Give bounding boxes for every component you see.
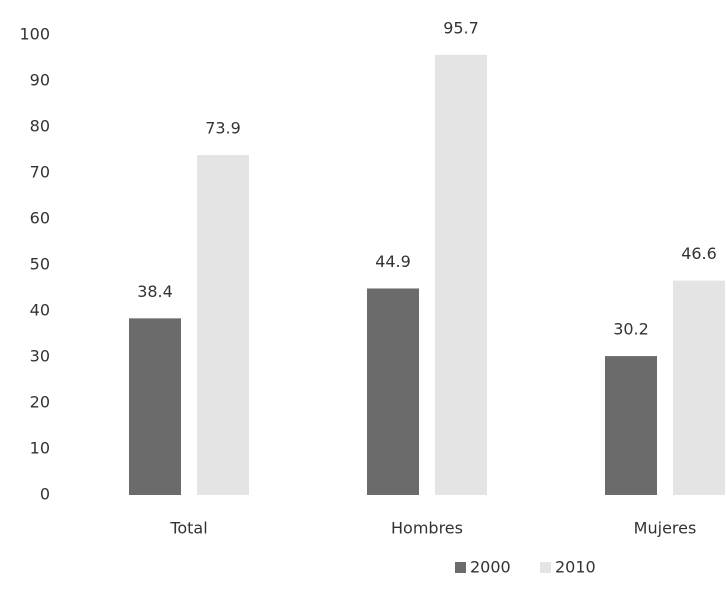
y-tick-label: 40 [30, 301, 50, 320]
bar [673, 280, 725, 495]
bar [435, 54, 487, 495]
x-tick-label: Hombres [391, 519, 463, 538]
bar [197, 155, 249, 495]
data-label: 95.7 [443, 18, 479, 37]
y-tick-label: 0 [40, 485, 50, 504]
data-label: 44.9 [375, 252, 411, 271]
data-label: 46.6 [681, 244, 717, 263]
y-tick-label: 30 [30, 347, 50, 366]
legend-swatch [455, 562, 466, 573]
bar [367, 288, 419, 495]
x-tick-label: Mujeres [634, 519, 697, 538]
data-label: 38.4 [137, 282, 173, 301]
y-tick-label: 80 [30, 117, 50, 136]
y-tick-label: 50 [30, 255, 50, 274]
y-tick-label: 10 [30, 439, 50, 458]
y-tick-label: 60 [30, 209, 50, 228]
bar [605, 356, 657, 495]
bar [129, 318, 181, 495]
y-tick-label: 20 [30, 393, 50, 412]
data-label: 30.2 [613, 320, 649, 339]
y-tick-label: 100 [19, 25, 50, 44]
x-tick-label: Total [169, 519, 207, 538]
legend-swatch [540, 562, 551, 573]
data-label: 73.9 [205, 119, 241, 138]
y-tick-label: 70 [30, 163, 50, 182]
y-tick-label: 90 [30, 71, 50, 90]
legend-label: 2010 [555, 558, 596, 577]
legend-label: 2000 [470, 558, 511, 577]
